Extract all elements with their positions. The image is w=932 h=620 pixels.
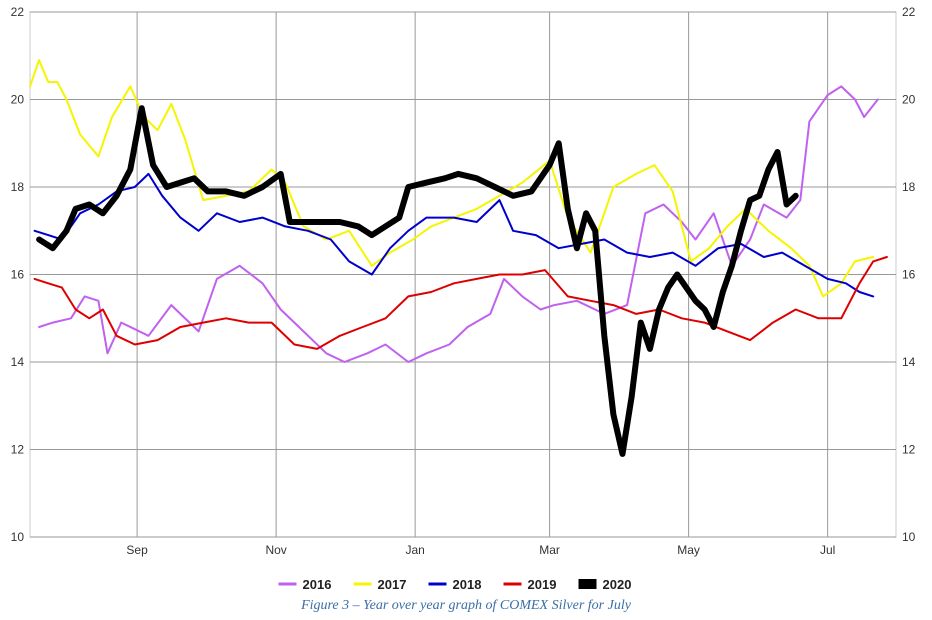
legend: 2016 2017 2018 2019 2020 (278, 577, 632, 592)
x-tick-label: Jul (820, 543, 835, 557)
series-line-2017 (29, 59, 875, 298)
legend-label-2020: 2020 (603, 577, 632, 592)
y-tick-label-right: 16 (902, 268, 916, 282)
legend-label-2017: 2017 (378, 577, 407, 592)
x-tick-label: Mar (539, 543, 560, 557)
y-tick-label-right: 14 (902, 355, 916, 369)
y-tick-label-left: 10 (11, 530, 25, 544)
series-line-2018 (33, 172, 875, 298)
x-tick-label: Sep (126, 543, 148, 557)
x-tick-label: Jan (405, 543, 424, 557)
y-tick-label-right: 20 (902, 93, 916, 107)
y-tick-label-left: 16 (11, 268, 25, 282)
legend-label-2016: 2016 (303, 577, 332, 592)
y-tick-label-left: 22 (11, 5, 25, 19)
legend-label-2018: 2018 (453, 577, 482, 592)
series-lines (29, 59, 888, 457)
series-line-2020 (36, 105, 799, 457)
series-line-2016 (38, 85, 879, 363)
y-tick-label-right: 10 (902, 530, 916, 544)
x-axis: Sep Nov Jan Mar May Jul (126, 543, 835, 557)
y-tick-label-right: 18 (902, 180, 916, 194)
y-tick-label-left: 20 (11, 93, 25, 107)
legend-label-2019: 2019 (528, 577, 557, 592)
x-tick-label: May (677, 543, 700, 557)
y-tick-label-left: 12 (11, 443, 25, 457)
y-axis-right: 10 12 14 16 18 20 22 (902, 5, 916, 544)
line-chart: 10 12 14 16 18 20 22 10 12 14 16 18 20 22 Sep Nov Jan M… (11, 5, 916, 592)
y-tick-label-left: 18 (11, 180, 25, 194)
series-line-2019 (33, 256, 888, 350)
x-tick-label: Nov (265, 543, 286, 557)
figure-caption: Figure 3 – Year over year graph of COMEX… (301, 598, 631, 613)
y-axis-left: 10 12 14 16 18 20 22 (11, 5, 25, 544)
y-tick-label-right: 22 (902, 5, 916, 19)
y-tick-label-right: 12 (902, 443, 916, 457)
y-tick-label-left: 14 (11, 355, 25, 369)
grid-lines (29, 11, 897, 538)
legend-swatch-2020 (578, 579, 597, 589)
